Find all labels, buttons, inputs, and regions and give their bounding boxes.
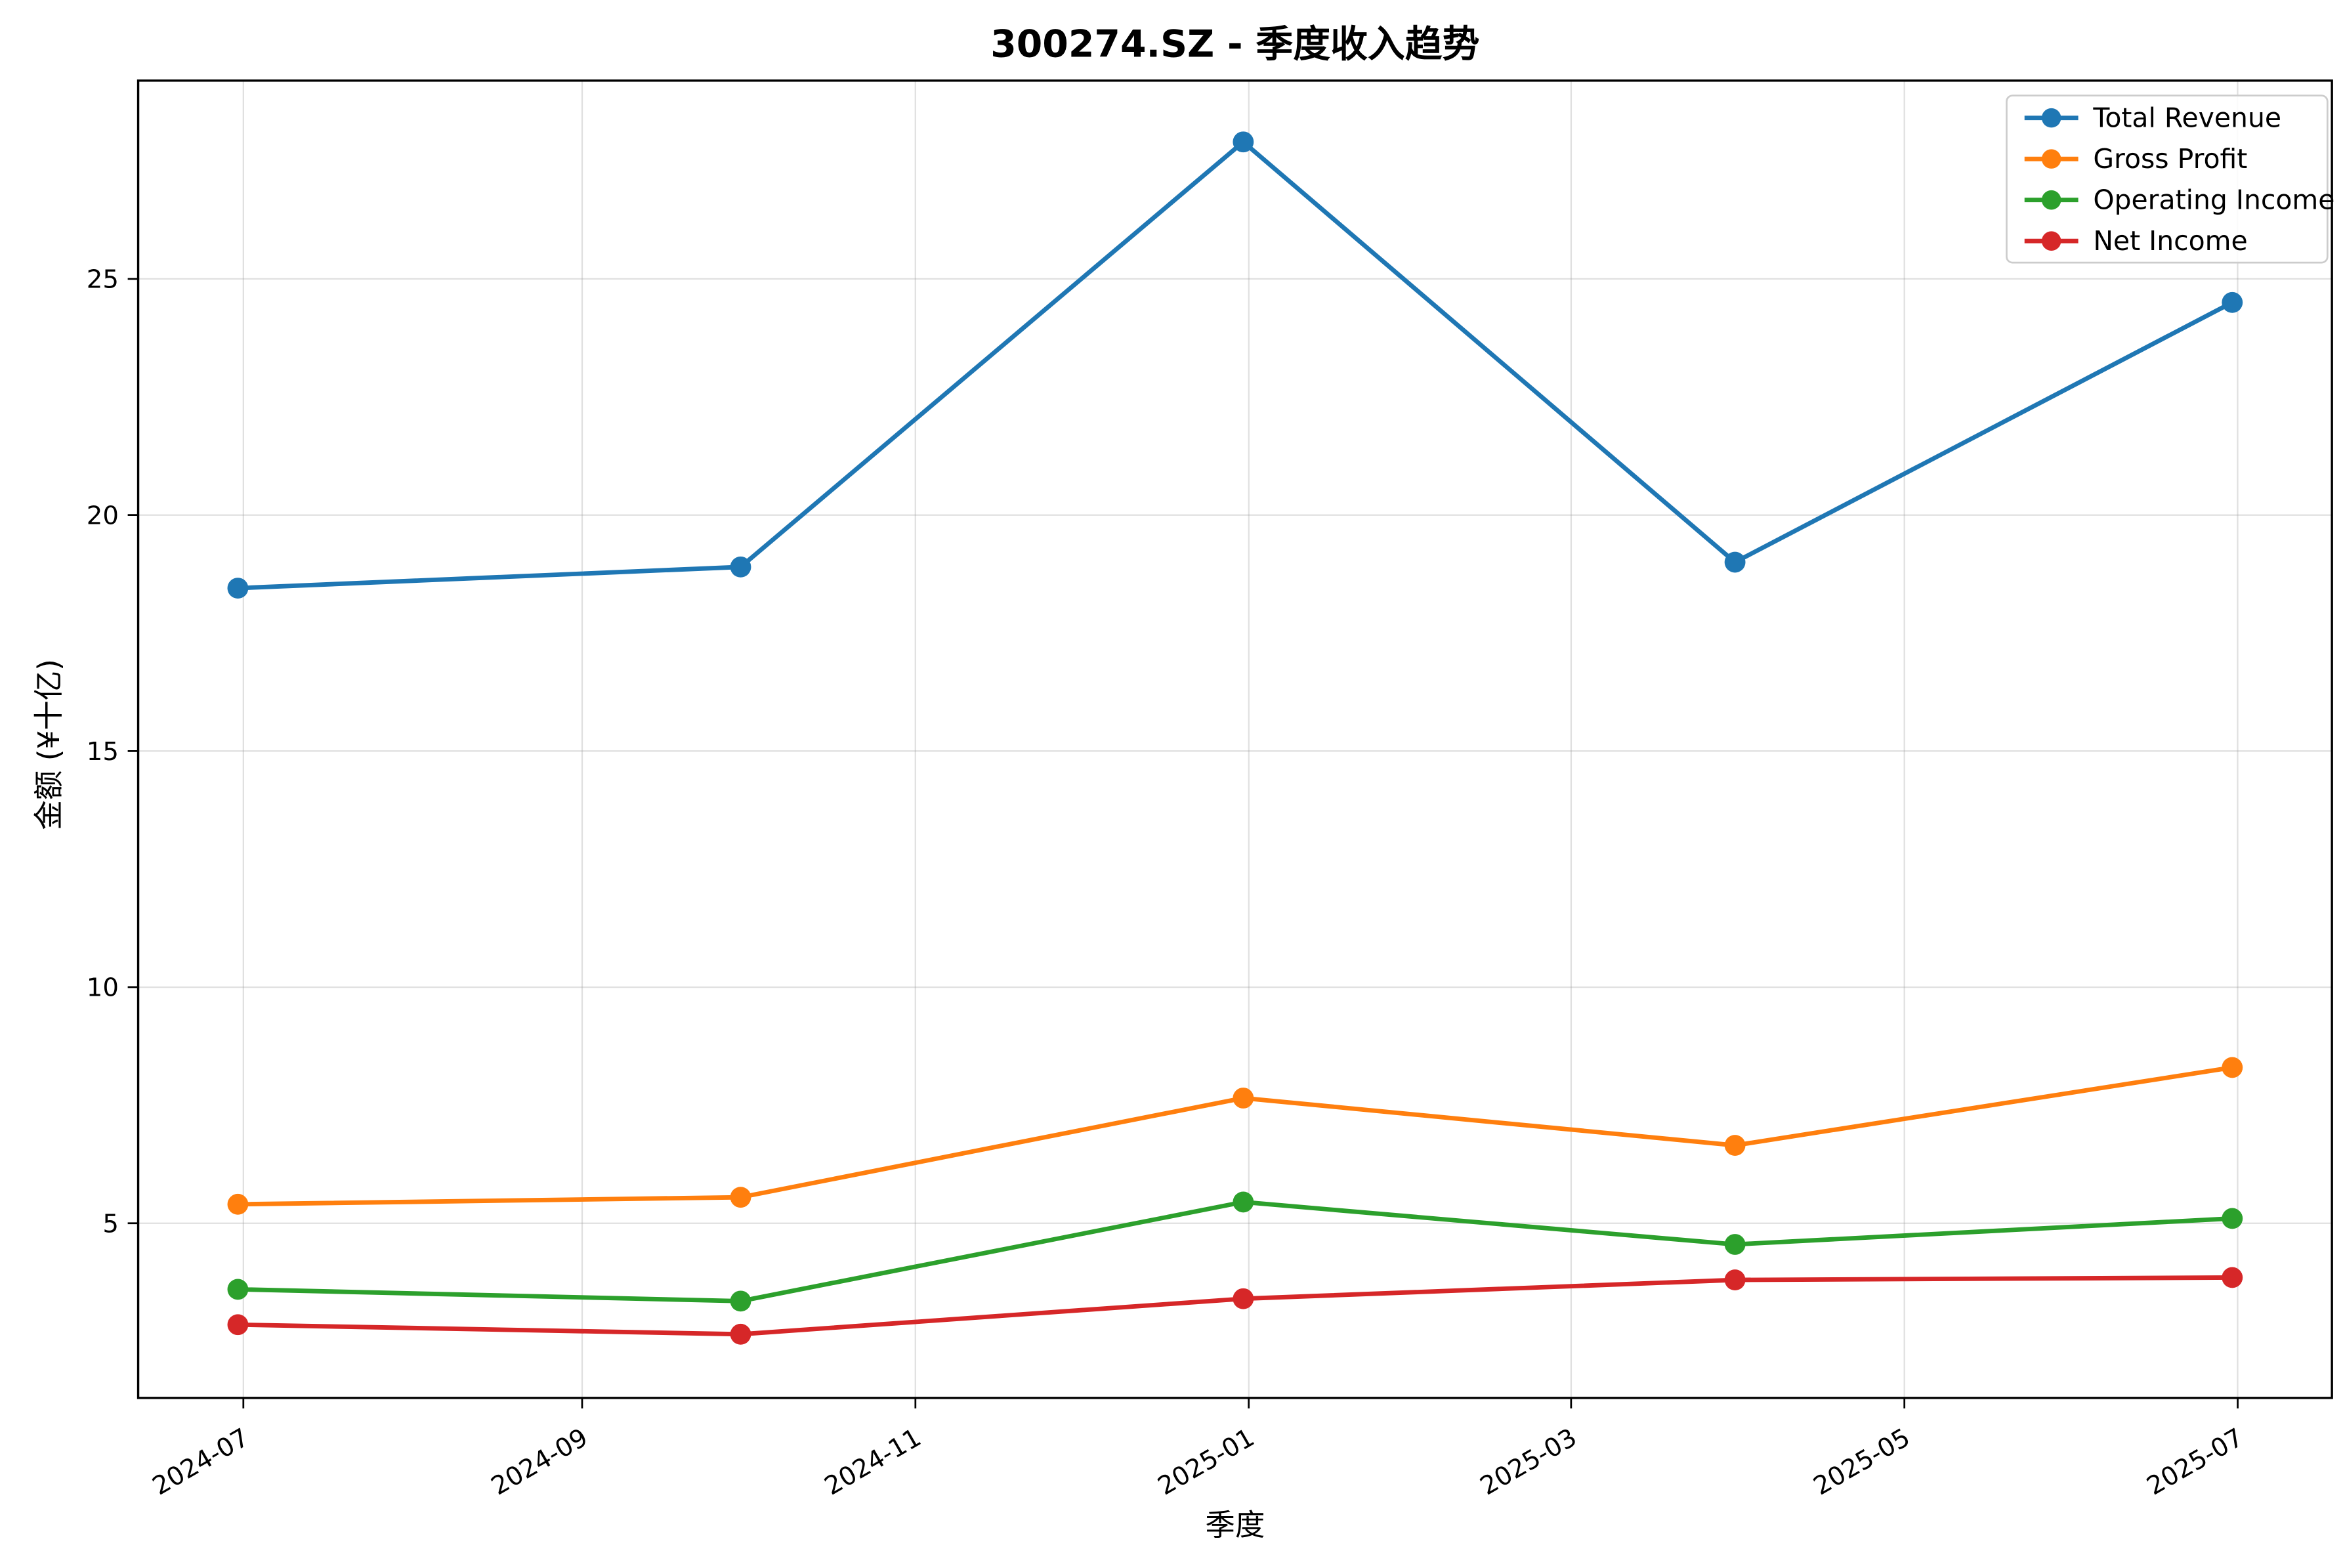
data-point <box>1724 551 1746 573</box>
series-line-operating-income <box>236 1200 2235 1303</box>
plot-area: 2024-07 2024-09 2024-11 2025-01 2025-03 2025-… <box>87 79 2334 1502</box>
data-point <box>227 1279 249 1300</box>
legend-marker <box>2041 231 2061 251</box>
series-line-gross-profit <box>236 1065 2235 1207</box>
data-point <box>2222 1057 2243 1078</box>
data-point <box>227 578 249 599</box>
x-tick-label: 2024-07 <box>148 1423 254 1502</box>
data-point <box>1724 1269 1746 1290</box>
y-tick-label: 20 <box>87 501 119 530</box>
data-point <box>730 1290 751 1312</box>
x-tick-label: 2025-07 <box>2142 1423 2248 1502</box>
legend-marker <box>2041 190 2061 210</box>
data-point <box>2222 1267 2243 1288</box>
chart-title: 300274.SZ - 季度收入趋势 <box>990 22 1479 66</box>
y-tick-label: 5 <box>102 1209 119 1239</box>
chart-figure: 2024-07 2024-09 2024-11 2025-01 2025-03 2025-… <box>26 11 2343 1568</box>
data-point <box>2222 1208 2243 1229</box>
data-point <box>2222 291 2243 313</box>
x-tick-label: 2025-03 <box>1475 1423 1582 1502</box>
data-point <box>1724 1135 1746 1156</box>
data-point <box>227 1193 249 1215</box>
data-point <box>227 1314 249 1336</box>
axes-border <box>137 79 2333 1399</box>
x-tick-label: 2024-11 <box>820 1423 926 1502</box>
data-point <box>730 556 751 578</box>
data-point <box>730 1187 751 1208</box>
quarterly-revenue-line-chart: 2024-07 2024-09 2024-11 2025-01 2025-03 2025-… <box>32 22 2334 1542</box>
data-point <box>1233 1191 1254 1213</box>
x-tick-label: 2025-05 <box>1809 1423 1915 1502</box>
series-line-total-revenue <box>236 139 2235 591</box>
legend-box <box>2006 95 2329 264</box>
y-tick-label: 10 <box>87 973 119 1003</box>
y-tick-label: 15 <box>87 737 119 767</box>
legend-label: Net Income <box>2093 225 2247 257</box>
series-line-net-income <box>236 1275 2235 1337</box>
x-tick-label: 2025-01 <box>1153 1423 1259 1502</box>
legend-marker <box>2041 149 2061 169</box>
legend-label: Total Revenue <box>2092 102 2281 133</box>
legend-label: Gross Profit <box>2093 143 2247 175</box>
data-point <box>730 1323 751 1345</box>
data-point <box>1233 131 1254 153</box>
legend-marker <box>2041 108 2061 128</box>
data-point <box>1724 1234 1746 1255</box>
data-point <box>1233 1288 1254 1309</box>
data-point <box>1233 1088 1254 1109</box>
x-tick-label: 2024-09 <box>486 1423 593 1502</box>
y-axis-label: 金额 (¥十亿) <box>32 659 66 830</box>
legend: Total Revenue Gross Profit Operating Incom… <box>2006 95 2334 264</box>
legend-label: Operating Income <box>2093 184 2334 215</box>
x-axis-label: 季度 <box>1205 1508 1265 1542</box>
y-tick-label: 25 <box>87 265 119 295</box>
